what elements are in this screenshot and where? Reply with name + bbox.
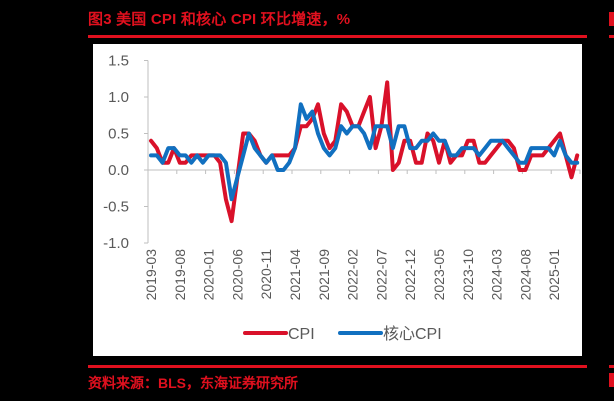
edge-mark-top xyxy=(609,12,614,26)
x-tick-label: 2021-09 xyxy=(316,249,332,301)
title-rule xyxy=(88,35,587,38)
legend-label-cpi: CPI xyxy=(288,326,315,343)
chart-panel: 1.5 1.0 0.5 0.0 -0.5 -1.0 2019-03 2019-08 2020-0… xyxy=(93,44,582,356)
x-tick-label: 2025-01 xyxy=(546,249,562,301)
x-tick-label: 2023-05 xyxy=(431,249,447,301)
x-tick-label: 2022-12 xyxy=(402,249,418,301)
x-tick-label: 2021-04 xyxy=(287,249,303,301)
edge-rule-top xyxy=(609,35,614,38)
edge-mark-bottom xyxy=(609,373,614,387)
chart-title: 图3 美国 CPI 和核心 CPI 环比增速，% xyxy=(88,11,351,28)
y-tick-label: -0.5 xyxy=(103,199,129,216)
x-tick-label: 2022-02 xyxy=(345,249,361,301)
x-tick-label: 2020-01 xyxy=(201,249,217,301)
x-tick-label: 2024-03 xyxy=(489,249,505,301)
source-note: 资料来源：BLS，东海证券研究所 xyxy=(88,375,298,391)
edge-rule-bottom xyxy=(609,365,614,368)
y-tick-label: 1.5 xyxy=(108,53,129,70)
x-tick-label: 2022-07 xyxy=(373,249,389,301)
x-tick-label: 2024-08 xyxy=(517,249,533,301)
source-rule xyxy=(88,365,587,368)
x-tick-label: 2020-11 xyxy=(258,249,274,300)
legend: CPI 核心CPI xyxy=(243,325,442,343)
core-cpi-line xyxy=(149,102,580,202)
x-tick-label: 2019-08 xyxy=(172,249,188,301)
legend-label-core-cpi: 核心CPI xyxy=(383,325,442,343)
y-tick-label: 1.0 xyxy=(108,89,129,106)
x-tick-label: 2023-10 xyxy=(460,249,476,301)
y-tick-label: -1.0 xyxy=(103,235,129,252)
x-tick-label: 2020-06 xyxy=(229,249,245,301)
y-tick-label: 0.0 xyxy=(108,162,129,179)
line-chart: 1.5 1.0 0.5 0.0 -0.5 -1.0 2019-03 2019-08 2020-0… xyxy=(103,53,581,343)
x-tick-label: 2019-03 xyxy=(143,249,159,301)
y-tick-label: 0.5 xyxy=(108,126,129,143)
cpi-line xyxy=(149,80,580,224)
